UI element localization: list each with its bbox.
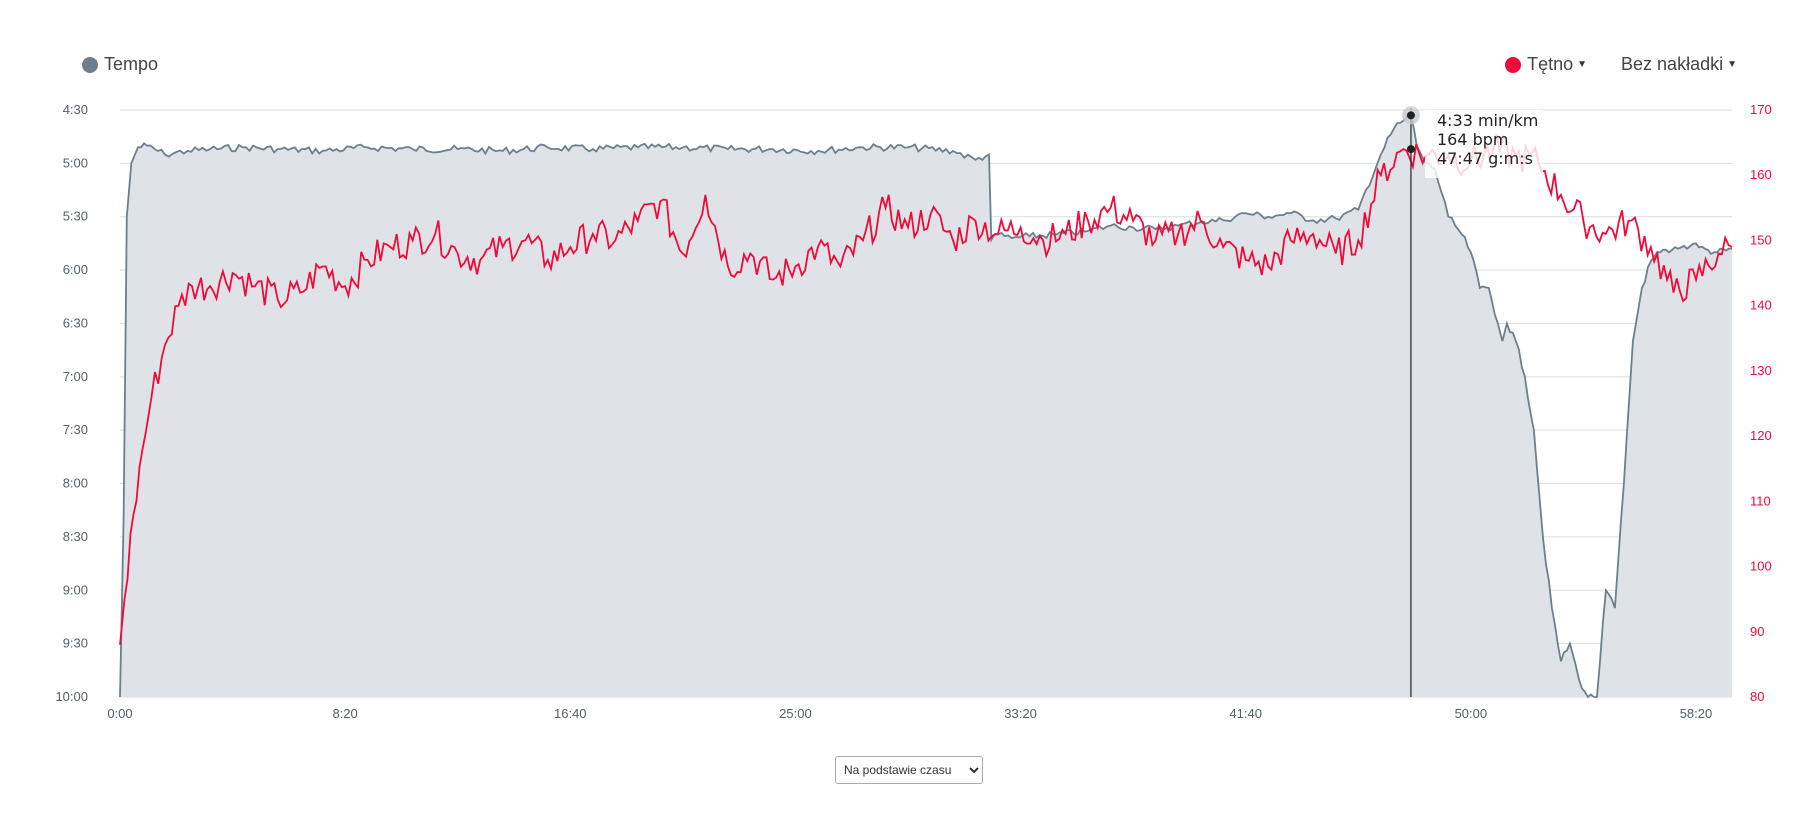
tooltip-heart-rate: 164 bpm bbox=[1437, 130, 1509, 149]
x-axis-tick-label: 25:00 bbox=[779, 706, 812, 721]
left-axis-tick-label: 7:30 bbox=[63, 422, 88, 437]
left-axis-tick-label: 8:00 bbox=[63, 476, 88, 491]
left-y-axis: 4:30 5:00 5:30 6:00 6:30 7:00 7:30 8:00 8:30 9:00… bbox=[55, 102, 88, 704]
x-axis-tick-label: 16:40 bbox=[554, 706, 587, 721]
pace-heart-rate-chart[interactable]: 4:30 5:00 5:30 6:00 6:30 7:00 7:30 8:00 8:30 9:00… bbox=[0, 0, 1811, 740]
x-axis-tick-label: 58:20 bbox=[1680, 706, 1713, 721]
tooltip-pace: 4:33 min/km bbox=[1437, 111, 1538, 130]
right-axis-tick-label: 170 bbox=[1750, 102, 1772, 117]
left-axis-tick-label: 8:30 bbox=[63, 529, 88, 544]
heart-rate-legend-dot-icon bbox=[1505, 56, 1522, 73]
pace-area bbox=[120, 115, 1732, 698]
pace-series-line bbox=[119, 114, 1733, 699]
right-axis-tick-label: 120 bbox=[1750, 428, 1772, 443]
left-axis-tick-label: 4:30 bbox=[63, 102, 88, 117]
x-axis-tick-label: 50:00 bbox=[1455, 706, 1488, 721]
basis-select[interactable]: Na podstawie czasu bbox=[835, 756, 983, 784]
x-axis-tick-label: 41:40 bbox=[1229, 706, 1262, 721]
left-axis-tick-label: 5:30 bbox=[63, 209, 88, 224]
right-axis-tick-label: 90 bbox=[1750, 624, 1764, 639]
tooltip-heart-rate-marker bbox=[1406, 145, 1415, 154]
pace-legend-dot-icon bbox=[82, 56, 98, 73]
right-axis-tick-label: 140 bbox=[1750, 298, 1772, 313]
left-axis-tick-label: 6:00 bbox=[63, 262, 88, 277]
left-axis-tick-label: 6:30 bbox=[63, 315, 88, 330]
heart-rate-dropdown[interactable]: Tętno ▼ bbox=[1505, 54, 1587, 75]
right-axis-tick-label: 100 bbox=[1750, 559, 1772, 574]
tooltip-time: 47:47 g:m:s bbox=[1437, 149, 1533, 168]
x-axis-tick-label: 8:20 bbox=[332, 706, 357, 721]
legend-pace[interactable]: Tempo bbox=[82, 54, 158, 75]
left-axis-tick-label: 5:00 bbox=[63, 155, 88, 170]
right-axis-tick-label: 80 bbox=[1750, 689, 1764, 704]
right-axis-tick-label: 160 bbox=[1750, 167, 1772, 182]
x-axis: 0:00 8:20 16:40 25:00 33:20 41:40 50:00 58:20 bbox=[107, 706, 1712, 721]
chevron-down-icon: ▼ bbox=[1577, 59, 1588, 70]
right-axis-tick-label: 130 bbox=[1750, 363, 1772, 378]
legend-right-controls: Tętno ▼ Bez nakładki ▼ bbox=[1505, 54, 1737, 75]
overlay-dropdown-label: Bez nakładki bbox=[1621, 54, 1724, 74]
left-axis-tick-label: 9:30 bbox=[63, 636, 88, 651]
legend-pace-label: Tempo bbox=[104, 54, 159, 74]
overlay-dropdown[interactable]: Bez nakładki ▼ bbox=[1621, 54, 1737, 75]
right-axis-tick-label: 110 bbox=[1750, 493, 1771, 508]
left-axis-tick-label: 10:00 bbox=[55, 689, 88, 704]
x-axis-tick-label: 0:00 bbox=[107, 706, 132, 721]
left-axis-tick-label: 7:00 bbox=[63, 369, 88, 384]
right-y-axis: 170 160 150 140 130 120 110 100 90 80 bbox=[1750, 102, 1772, 704]
chevron-down-icon: ▼ bbox=[1727, 59, 1737, 70]
left-axis-tick-label: 9:00 bbox=[63, 582, 88, 597]
heart-rate-dropdown-label: Tętno bbox=[1527, 54, 1574, 74]
x-axis-tick-label: 33:20 bbox=[1004, 706, 1037, 721]
tooltip-pace-marker bbox=[1406, 111, 1415, 120]
tooltip-box bbox=[1424, 110, 1543, 178]
right-axis-tick-label: 150 bbox=[1750, 232, 1772, 247]
